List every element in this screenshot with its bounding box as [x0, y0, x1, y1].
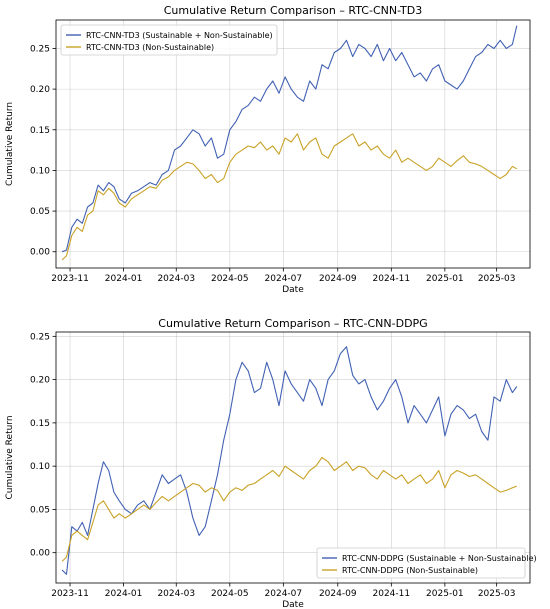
x-tick-label: 2025-03 [478, 589, 516, 599]
y-tick-label: 0.15 [30, 419, 50, 429]
series-line-sustainable-plus-non-sustainable [61, 346, 518, 575]
y-axis-label: Cumulative Return [5, 415, 15, 499]
legend: RTC-CNN-TD3 (Sustainable + Non-Sustainab… [60, 24, 278, 56]
chart-panel-1: 2023-11 2024-01 2024-03 2024-05 2024-07 2024-… [5, 4, 531, 295]
x-tick-label: 2024-11 [373, 589, 411, 599]
y-tick-label: 0.05 [30, 207, 50, 217]
legend-label: RTC-CNN-DDPG (Sustainable + Non-Sustaina… [342, 554, 537, 563]
y-axis-label: Cumulative Return [5, 102, 15, 186]
x-tick-label: 2025-03 [478, 274, 516, 284]
y-tick-label: 0.15 [30, 126, 50, 136]
chart-panel-2: 2023-11 2024-01 2024-03 2024-05 2024-07 2024-… [5, 317, 537, 609]
x-tick-label: 2024-05 [211, 589, 249, 599]
y-tick-label: 0.25 [30, 332, 50, 342]
x-tick-label: 2024-01 [105, 589, 143, 599]
x-axis-label: Date [282, 285, 304, 295]
x-tick-label: 2024-05 [211, 274, 249, 284]
x-tick-label: 2025-01 [426, 274, 464, 284]
x-tick-label: 2024-11 [373, 274, 411, 284]
chart-title: Cumulative Return Comparison – RTC-CNN-D… [158, 317, 427, 330]
x-tick-label: 2024-07 [265, 589, 303, 599]
series-line-sustainable-plus-non-sustainable [61, 25, 518, 253]
x-tick-label: 2025-01 [426, 589, 464, 599]
legend-label: RTC-CNN-TD3 (Sustainable + Non-Sustainab… [86, 31, 273, 40]
x-axis-label: Date [282, 600, 304, 609]
y-tick-label: 0.00 [30, 248, 50, 258]
legend-box [60, 24, 278, 56]
x-tick-label: 2024-03 [157, 589, 195, 599]
y-tick-label: 0.20 [30, 85, 50, 95]
x-tick-label: 2024-07 [265, 274, 303, 284]
x-tick-label: 2023-11 [51, 274, 89, 284]
x-tick-label: 2024-09 [319, 274, 357, 284]
legend: RTC-CNN-DDPG (Sustainable + Non-Sustaina… [316, 547, 537, 579]
plot-frame [55, 19, 531, 269]
y-tick-label: 0.00 [30, 549, 50, 559]
y-tick-label: 0.10 [30, 462, 50, 472]
x-tick-label: 2023-11 [51, 589, 89, 599]
x-tick-label: 2024-03 [157, 274, 195, 284]
y-tick-label: 0.20 [30, 376, 50, 386]
y-tick-label: 0.05 [30, 505, 50, 515]
x-tick-label: 2024-09 [319, 589, 357, 599]
legend-label: RTC-CNN-TD3 (Non-Sustainable) [86, 43, 214, 52]
y-tick-label: 0.10 [30, 166, 50, 176]
legend-box [316, 547, 526, 579]
series-line-non-sustainable [61, 133, 518, 261]
grid [56, 20, 530, 268]
series-line-non-sustainable [61, 456, 517, 562]
grid [56, 332, 530, 583]
x-tick-label: 2024-01 [105, 274, 143, 284]
legend-label: RTC-CNN-DDPG (Non-Sustainable) [342, 566, 478, 575]
plot-frame [55, 331, 531, 584]
chart-title: Cumulative Return Comparison – RTC-CNN-T… [164, 4, 422, 17]
y-tick-label: 0.25 [30, 44, 50, 54]
